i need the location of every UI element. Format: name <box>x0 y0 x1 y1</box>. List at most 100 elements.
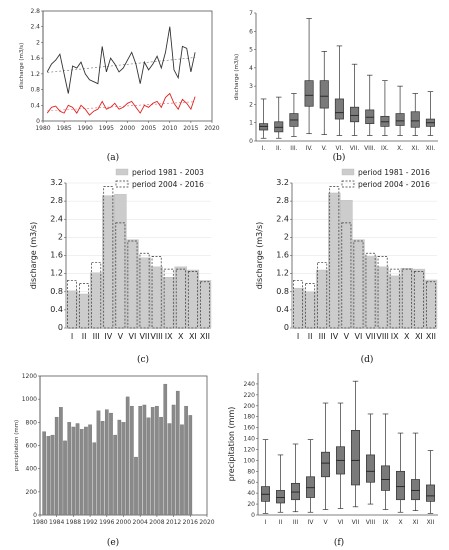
x-tick-label: IV. <box>306 145 313 152</box>
bar-series-1 <box>352 239 365 329</box>
bar-series-2 <box>401 268 412 329</box>
bar-series-2 <box>79 283 90 329</box>
y-tick-label: 5 <box>249 47 253 54</box>
bar <box>180 424 184 516</box>
x-tick-label: 2005 <box>141 125 156 132</box>
x-tick-label: 2000 <box>116 519 131 526</box>
panel-caption: (d) <box>361 354 374 365</box>
bar-series-2 <box>329 186 340 329</box>
box <box>306 476 315 498</box>
bar-series-2 <box>341 222 352 329</box>
bar-series-1 <box>328 192 341 329</box>
bar <box>150 407 155 516</box>
box <box>380 115 390 127</box>
bar <box>92 442 97 516</box>
box <box>274 121 284 133</box>
y-tick-label: 2.4 <box>50 214 63 223</box>
y-tick-label: 1.2 <box>50 269 63 278</box>
bar <box>67 422 72 516</box>
y-tick-label: 0 <box>284 323 289 332</box>
legend-label-2: period 2004 - 2016 <box>358 180 430 189</box>
panel-e: 0 200 400 600 800 1000 1200 precipitation (mm) 1… <box>14 373 215 548</box>
box <box>259 123 269 131</box>
y-tick-label: 0 <box>249 138 253 145</box>
bar-series-2 <box>389 268 400 329</box>
x-tick-label: XII <box>200 332 210 341</box>
x-tick-label: 1995 <box>99 125 114 132</box>
x-tick-label: II. <box>276 145 282 152</box>
x-tick-label: 1990 <box>78 125 93 132</box>
bar <box>125 396 130 516</box>
x-tick-label: II <box>82 332 87 341</box>
x-tick-label: 2008 <box>149 519 164 526</box>
y-tick-label: 2 <box>58 232 63 241</box>
bar <box>138 405 143 516</box>
bar-series-2 <box>139 252 150 329</box>
bar <box>100 421 105 516</box>
x-tick-label: V <box>344 332 350 341</box>
x-tick-label: VI. <box>336 145 344 152</box>
y-tick-label: 80 <box>247 468 255 475</box>
trend-line <box>47 101 196 112</box>
x-tick-label: VIII <box>376 332 389 341</box>
y-tick-label: 0.4 <box>50 305 63 314</box>
bar <box>71 426 76 516</box>
y-tick-label: 0.4 <box>30 102 40 109</box>
bar-series-1 <box>65 290 79 329</box>
y-tick-label: 6 <box>249 28 253 35</box>
x-tick-label: 1984 <box>49 519 64 526</box>
y-tick-label: 7 <box>249 10 253 17</box>
y-axis-label: discharge (m3/s) <box>234 54 240 100</box>
y-tick-label: 160 <box>244 425 256 432</box>
legend-label-1: period 1981 - 2016 <box>358 168 430 177</box>
x-tick-label: 1996 <box>99 519 114 526</box>
box <box>410 111 420 128</box>
y-tick-label: 3 <box>249 83 253 90</box>
box <box>304 80 314 107</box>
x-tick-label: XI. <box>411 145 419 152</box>
bar <box>171 404 176 516</box>
y-tick-label: 1.6 <box>276 251 289 260</box>
x-tick-label: III <box>293 519 299 526</box>
x-tick-label: V <box>118 332 124 341</box>
y-tick-label: 1.6 <box>30 55 40 62</box>
x-tick-label: 1992 <box>82 519 97 526</box>
x-tick-label: 2012 <box>166 519 181 526</box>
y-axis-label: discharge (m3/s) <box>29 222 38 290</box>
x-tick-label: I. <box>262 145 266 152</box>
x-tick-label: VIII <box>366 519 376 526</box>
y-tick-label: 20 <box>247 501 255 508</box>
bar <box>104 409 109 516</box>
bar-series-2 <box>187 271 198 329</box>
bar-series-2 <box>127 240 138 329</box>
bar <box>113 434 117 516</box>
y-tick-label: 240 <box>244 381 256 388</box>
y-tick-label: 800 <box>26 419 38 426</box>
bar <box>134 456 138 516</box>
y-tick-label: 400 <box>26 466 38 473</box>
bar-series-1 <box>150 266 163 329</box>
bar-series-2 <box>426 281 436 329</box>
x-tick-label: XI <box>413 519 419 526</box>
bar <box>117 419 122 516</box>
trend-line <box>47 57 196 73</box>
x-tick-label: VIII. <box>364 145 375 152</box>
series-line <box>46 92 196 116</box>
bar <box>167 423 172 516</box>
bar-series-1 <box>89 272 103 329</box>
box <box>396 470 405 501</box>
x-tick-label: XII. <box>426 145 436 152</box>
x-tick-label: II <box>308 332 313 341</box>
y-axis-label: discharge (m3/s) <box>19 43 25 89</box>
bar <box>159 416 163 516</box>
x-tick-label: 1980 <box>32 519 47 526</box>
x-tick-label: XII <box>427 519 435 526</box>
bar <box>146 417 151 516</box>
bar-series-2 <box>103 186 114 329</box>
x-tick-label: 2020 <box>199 519 214 526</box>
legend-swatch-2 <box>115 180 129 188</box>
bar <box>88 424 92 516</box>
y-tick-label: 60 <box>247 479 255 486</box>
bar <box>155 405 159 516</box>
y-tick-label: 0 <box>251 512 255 519</box>
